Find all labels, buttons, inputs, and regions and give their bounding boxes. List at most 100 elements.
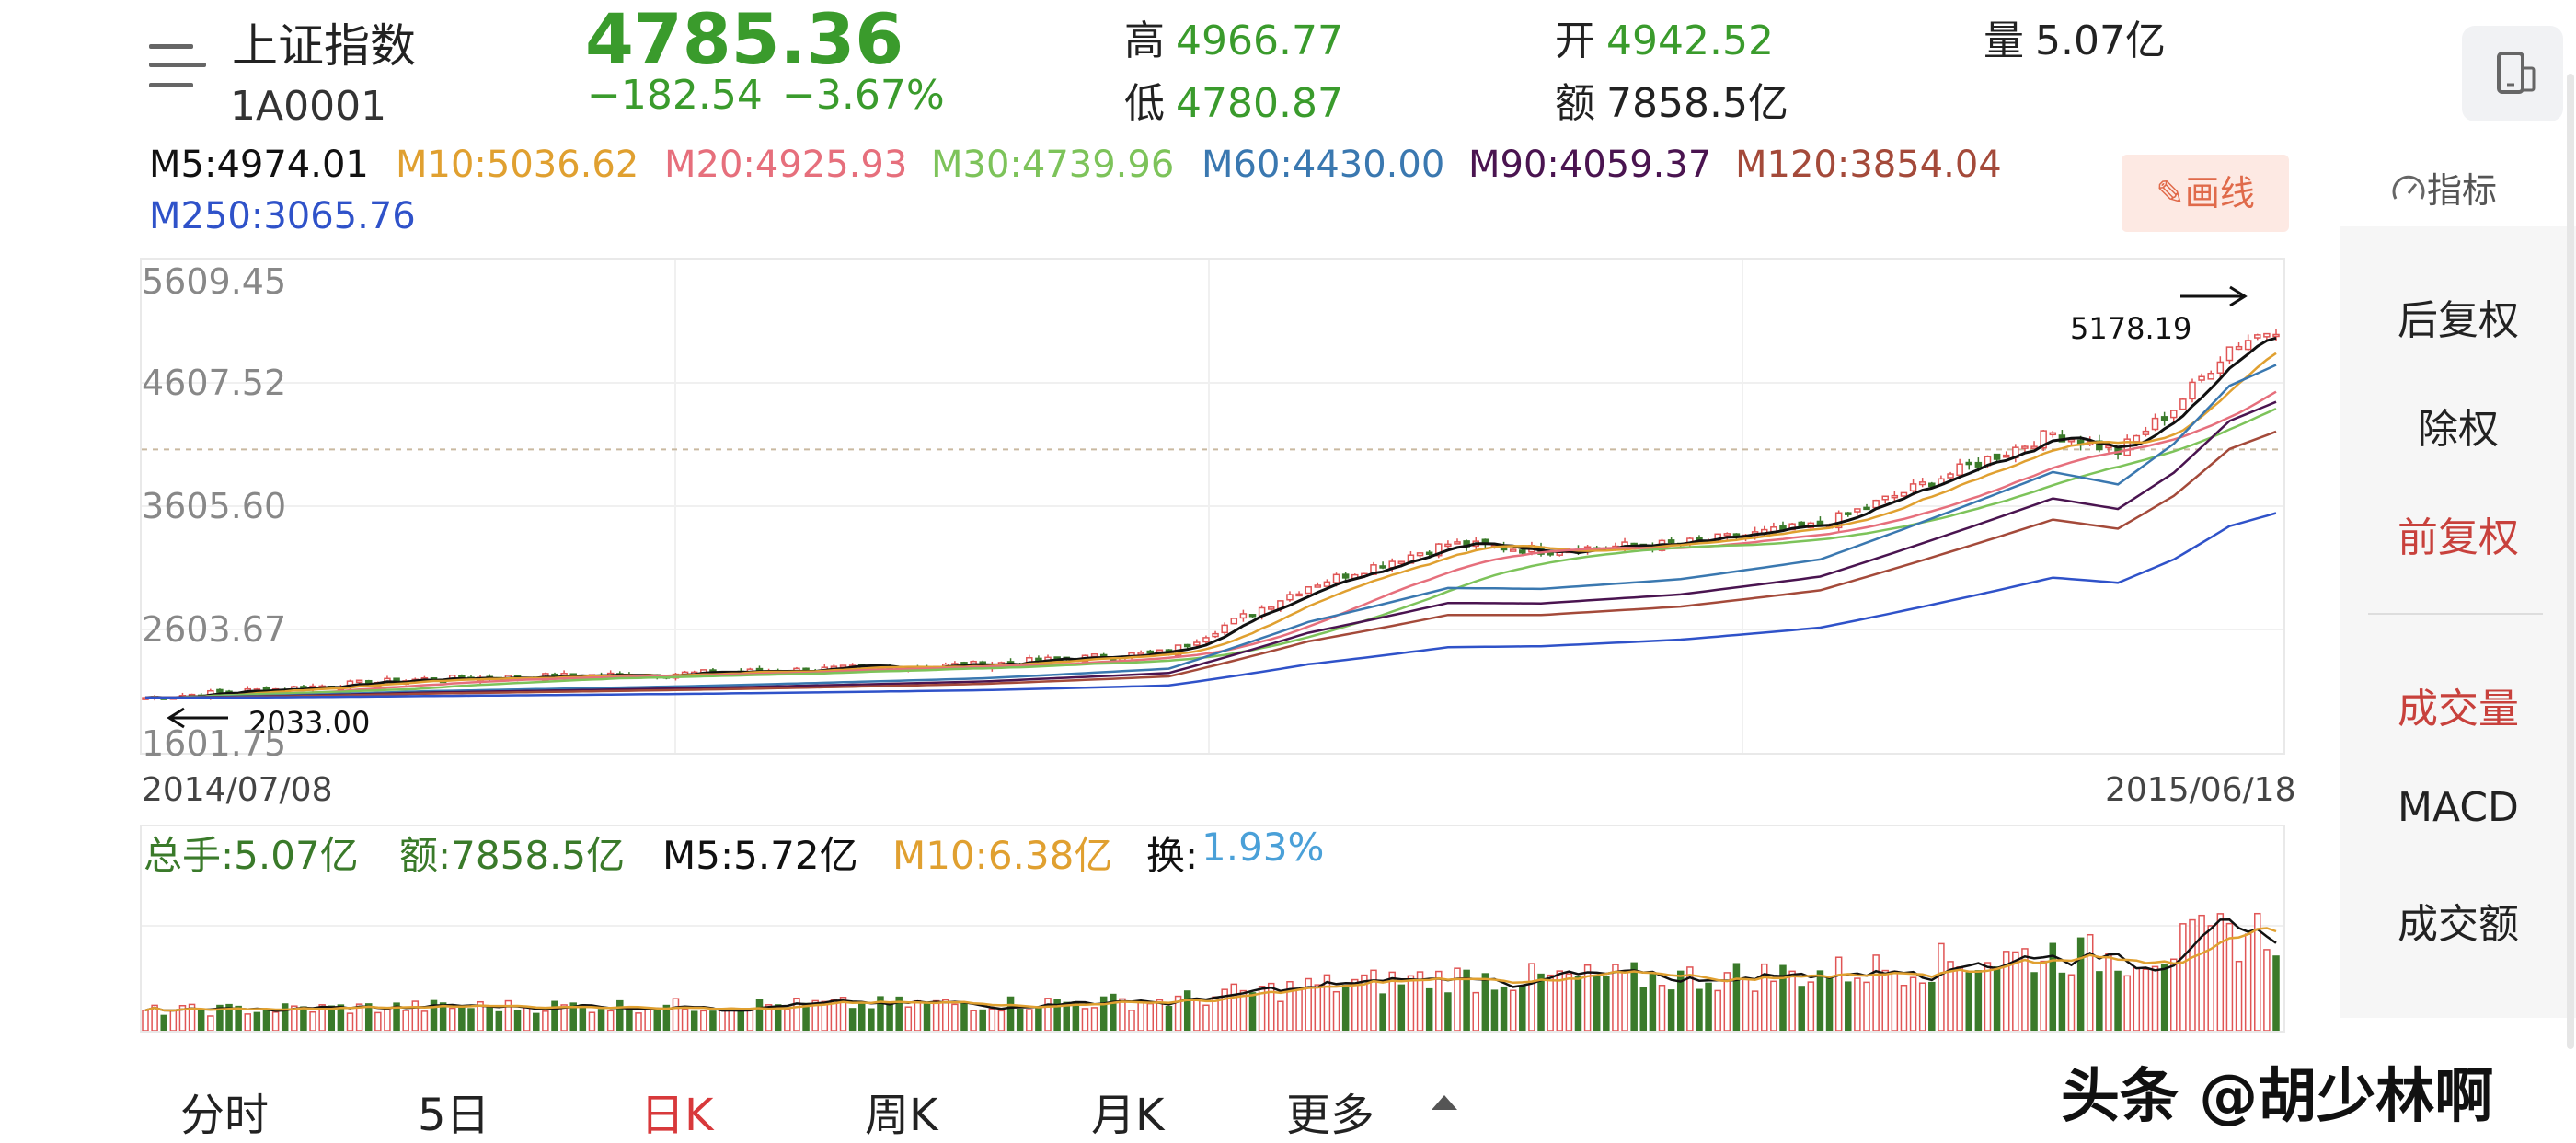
volume-bar [1667, 989, 1675, 1031]
candle-body [2151, 417, 2159, 431]
volume-bar [1909, 976, 1917, 1031]
volume-bar [1612, 964, 1619, 1031]
candle-body [1854, 508, 1861, 513]
volume-bar [1407, 975, 1415, 1031]
volume-bar [197, 1010, 205, 1031]
volume-bar [942, 999, 949, 1031]
device-toggle-button[interactable] [2462, 26, 2563, 121]
volume-bar [719, 1009, 726, 1031]
volume-bar [1686, 966, 1694, 1031]
tab-daily-k[interactable]: 日K [640, 1090, 714, 1141]
tab-5day[interactable]: 5日 [418, 1090, 490, 1141]
volume-bar [2216, 913, 2225, 1031]
volume-bar [700, 1010, 707, 1031]
ma-line-20 [144, 390, 2277, 699]
volume-bar [2096, 971, 2103, 1031]
volume-bar [2235, 960, 2243, 1031]
volume-bar [672, 998, 680, 1031]
volume-bar [1658, 985, 1666, 1031]
volume-bar [560, 1004, 568, 1031]
current-price: 4785.36 [585, 0, 904, 80]
candle-body [1332, 573, 1340, 583]
volume-bar [1193, 998, 1201, 1031]
candle-body [1202, 637, 1210, 643]
volume-bar [1825, 978, 1834, 1031]
volume-bar [1146, 1002, 1155, 1031]
volume-bar [513, 1010, 522, 1031]
volume-bar [1881, 969, 1889, 1031]
low-stat: 低 4780.87 [1124, 70, 1343, 129]
draw-line-label: 画线 [2184, 173, 2255, 214]
volume-bar [1891, 970, 1899, 1031]
volume-bar [2067, 974, 2076, 1031]
tab-weekly-k[interactable]: 周K [865, 1090, 938, 1141]
volume-value: 5.07亿 [2035, 17, 2166, 64]
candlestick-chart[interactable]: 5178.19 2033.00 [140, 258, 2285, 755]
volume-bar [848, 1008, 857, 1031]
volume-bar [169, 1010, 178, 1031]
ma-line-10 [144, 352, 2277, 699]
volume-bar [616, 999, 624, 1031]
indicator-label: 指标 [2427, 170, 2498, 211]
candle-body [1221, 624, 1228, 634]
volume-bar [830, 999, 838, 1031]
volume-chart[interactable] [140, 825, 2285, 1033]
volume-bar [1714, 989, 1721, 1031]
volume-bar [1509, 989, 1517, 1031]
volume-bar [662, 1004, 671, 1031]
candle-body [1872, 499, 1880, 509]
tab-monthly-k[interactable]: 月K [1091, 1090, 1165, 1141]
volume-bar [2040, 960, 2047, 1031]
volume-bar [1351, 978, 1359, 1031]
volume-bar [1798, 986, 1805, 1031]
open-label: 开 [1555, 17, 1595, 64]
volume-bar [755, 999, 764, 1031]
volume-bar [1649, 972, 1657, 1031]
menu-icon[interactable] [149, 44, 206, 96]
volume-svg [142, 912, 2283, 1031]
side-item-turnover[interactable]: 成交额 [2398, 901, 2519, 948]
volume-bar [635, 1012, 642, 1031]
draw-line-button[interactable]: ✎画线 [2122, 155, 2289, 232]
volume-bar [1081, 1008, 1089, 1031]
volume-bar [979, 1009, 986, 1031]
price-change: −182.54 [587, 72, 763, 119]
candle-body [1947, 473, 1954, 479]
volume-bar [486, 1006, 493, 1031]
volume-bar [151, 1004, 158, 1031]
low-marker-label: 2033.00 [248, 705, 370, 740]
candle-body [1397, 560, 1406, 564]
tab-more[interactable]: 更多 [1286, 1090, 1375, 1141]
volume-bar [1425, 987, 1433, 1031]
volume-bar [1128, 1010, 1135, 1031]
side-item-pre-adjusted[interactable]: 前复权 [2398, 514, 2519, 561]
scrollbar[interactable] [2567, 74, 2574, 1049]
candle-body [1974, 461, 1983, 468]
side-item-volume[interactable]: 成交量 [2398, 686, 2519, 733]
volume-legend-item: 换: [1146, 833, 1199, 878]
side-item-ex-rights[interactable]: 除权 [2418, 406, 2499, 453]
volume-bar [551, 1000, 558, 1031]
candle-body [2254, 334, 2261, 339]
volume-bar [857, 1001, 866, 1031]
side-item-post-adjusted[interactable]: 后复权 [2398, 297, 2519, 344]
ma-line-5 [144, 336, 2277, 699]
tab-intraday[interactable]: 分时 [180, 1090, 270, 1141]
volume-bar [1230, 983, 1238, 1031]
volume-bar [291, 1005, 298, 1031]
volume-bar [1845, 981, 1852, 1031]
candle-body [2105, 444, 2112, 449]
candle-body [1881, 495, 1889, 501]
candle-body [1239, 613, 1248, 619]
volume-bar [1918, 982, 1926, 1031]
volume-bar [271, 1011, 280, 1031]
candle-body [1230, 618, 1238, 625]
candle-body [1909, 483, 1917, 492]
volume-bar [1110, 993, 1117, 1031]
indicator-button[interactable]: 指标 [2390, 162, 2497, 213]
side-item-macd[interactable]: MACD [2398, 784, 2519, 831]
candle-body [2263, 332, 2271, 338]
volume-bar [2254, 912, 2261, 1031]
volume-bar [1938, 942, 1945, 1031]
volume-bar [448, 1007, 456, 1031]
